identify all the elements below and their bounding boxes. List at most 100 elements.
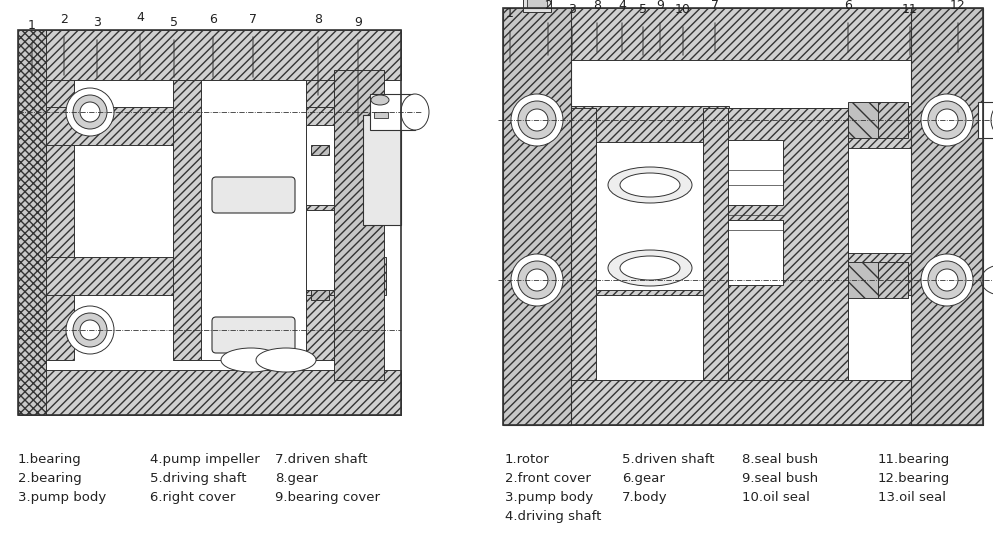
Text: 7: 7	[711, 0, 719, 12]
Bar	[374, 112, 388, 118]
Text: 5.driven shaft: 5.driven shaft	[622, 453, 715, 466]
Ellipse shape	[928, 261, 966, 299]
Text: 1: 1	[506, 7, 514, 20]
Bar	[370, 94, 415, 130]
Text: 2: 2	[60, 13, 68, 26]
Text: 4.driving shaft: 4.driving shaft	[505, 510, 602, 523]
Bar	[306, 125, 334, 205]
Text: 8: 8	[314, 13, 322, 26]
Text: 6: 6	[210, 13, 216, 26]
Bar	[848, 262, 878, 298]
Ellipse shape	[73, 313, 107, 347]
Bar	[18, 370, 401, 415]
Ellipse shape	[608, 250, 692, 286]
Bar	[728, 140, 783, 205]
Ellipse shape	[608, 167, 692, 203]
Text: 12: 12	[950, 0, 966, 12]
Text: 3: 3	[93, 16, 101, 29]
Ellipse shape	[620, 173, 680, 197]
Text: 7.driven shaft: 7.driven shaft	[275, 453, 367, 466]
Bar	[728, 108, 848, 380]
Bar	[18, 30, 46, 415]
Text: 9.seal bush: 9.seal bush	[742, 472, 818, 485]
Bar	[503, 380, 983, 425]
Bar	[571, 106, 729, 148]
Text: 8.seal bush: 8.seal bush	[742, 453, 818, 466]
Text: 11.bearing: 11.bearing	[878, 453, 950, 466]
Bar	[878, 102, 908, 138]
Text: 1.rotor: 1.rotor	[505, 453, 550, 466]
Ellipse shape	[66, 306, 114, 354]
Bar	[306, 210, 334, 290]
Bar	[848, 106, 911, 148]
Text: 2: 2	[544, 0, 552, 12]
Text: 3.pump body: 3.pump body	[505, 491, 593, 504]
Bar	[363, 115, 401, 225]
Text: 10.oil seal: 10.oil seal	[742, 491, 810, 504]
Bar	[173, 80, 201, 360]
Bar	[311, 145, 329, 155]
Bar	[46, 107, 201, 145]
Text: 3: 3	[568, 3, 576, 16]
Ellipse shape	[620, 256, 680, 280]
Ellipse shape	[371, 95, 389, 105]
Text: 4.pump impeller: 4.pump impeller	[150, 453, 260, 466]
Ellipse shape	[401, 94, 429, 130]
Ellipse shape	[981, 265, 993, 295]
Text: 1.bearing: 1.bearing	[18, 453, 81, 466]
Text: 6.right cover: 6.right cover	[150, 491, 235, 504]
Text: 4: 4	[136, 11, 144, 24]
Bar	[703, 108, 728, 380]
Ellipse shape	[921, 94, 973, 146]
Bar	[911, 8, 983, 425]
Ellipse shape	[80, 320, 100, 340]
Text: 8: 8	[593, 0, 601, 12]
Bar	[18, 30, 401, 80]
Bar	[911, 8, 983, 425]
Text: 5.driving shaft: 5.driving shaft	[150, 472, 246, 485]
Bar	[306, 107, 386, 145]
Text: 6.gear: 6.gear	[622, 472, 665, 485]
Ellipse shape	[936, 109, 958, 131]
Ellipse shape	[80, 102, 100, 122]
Text: 6: 6	[844, 0, 852, 12]
Ellipse shape	[511, 94, 563, 146]
Bar	[334, 70, 384, 380]
Text: 9: 9	[355, 16, 361, 29]
Bar	[523, 0, 551, 12]
Bar	[978, 102, 993, 138]
Ellipse shape	[511, 254, 563, 306]
Bar	[571, 253, 729, 295]
FancyBboxPatch shape	[212, 317, 295, 353]
Text: 9.bearing cover: 9.bearing cover	[275, 491, 380, 504]
Bar	[306, 257, 386, 295]
Bar	[46, 80, 74, 360]
Text: 2.front cover: 2.front cover	[505, 472, 591, 485]
FancyBboxPatch shape	[212, 177, 295, 213]
Bar	[503, 8, 571, 425]
Bar	[571, 108, 596, 380]
Bar	[46, 257, 201, 295]
Ellipse shape	[518, 101, 556, 139]
Text: 5: 5	[639, 3, 647, 16]
Ellipse shape	[921, 254, 973, 306]
Bar	[596, 142, 703, 290]
Ellipse shape	[518, 261, 556, 299]
Bar	[848, 102, 878, 138]
Text: 4: 4	[618, 0, 626, 12]
Text: 2.bearing: 2.bearing	[18, 472, 81, 485]
Bar	[18, 30, 401, 415]
Bar	[878, 262, 908, 298]
Bar	[311, 290, 329, 300]
Text: 13.oil seal: 13.oil seal	[878, 491, 946, 504]
Ellipse shape	[526, 269, 548, 291]
Ellipse shape	[526, 109, 548, 131]
Text: 12.bearing: 12.bearing	[878, 472, 950, 485]
Bar	[728, 220, 783, 285]
Bar	[503, 8, 983, 425]
Text: 5: 5	[170, 16, 178, 29]
Text: 1: 1	[28, 19, 36, 32]
Ellipse shape	[73, 95, 107, 129]
Ellipse shape	[991, 102, 993, 138]
Bar	[848, 253, 911, 295]
